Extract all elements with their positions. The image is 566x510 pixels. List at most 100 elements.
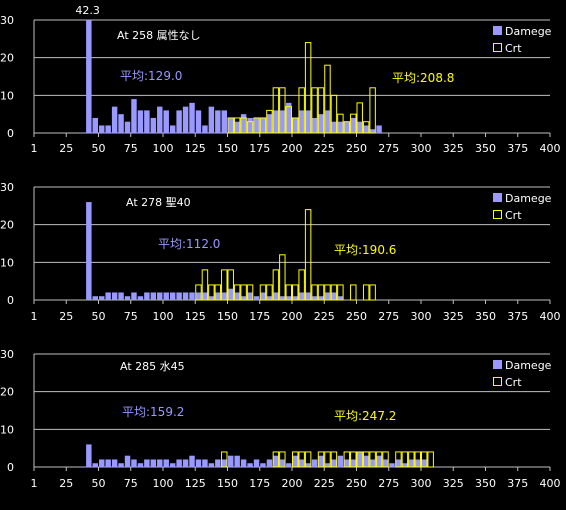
x-tick-label: 350 [475, 477, 496, 490]
crit-bar [427, 451, 434, 468]
damage-bar [221, 292, 227, 300]
crit-bar [221, 451, 228, 468]
damage-bar [331, 459, 337, 467]
x-tick-label: 175 [249, 142, 270, 155]
damage-bar [234, 121, 240, 133]
damage-bar [202, 125, 208, 133]
x-tick-label: 175 [249, 310, 270, 323]
x-tick-label: 225 [314, 310, 335, 323]
x-tick-label: 275 [378, 142, 399, 155]
crit-bar [298, 87, 305, 134]
damage-bar [298, 110, 305, 133]
crit-bar [208, 284, 215, 301]
damage-bar [86, 444, 92, 467]
damage-bar [208, 106, 215, 133]
x-tick-label: 250 [346, 310, 367, 323]
damage-bar [318, 114, 324, 133]
crit-bar [272, 269, 280, 301]
damage-bar [369, 129, 376, 133]
x-tick-label: 225 [314, 477, 335, 490]
damage-bar [305, 110, 311, 133]
crit-bar [324, 64, 331, 134]
x-tick-label: 1 [31, 142, 38, 155]
damage-bar [273, 110, 279, 133]
damage-bar [382, 459, 389, 467]
damage-bar [324, 292, 331, 300]
damage-bar [99, 125, 105, 133]
damage-bar [144, 110, 150, 133]
crit-bar [279, 254, 286, 301]
crit-bar [350, 284, 357, 301]
legend-crit-label: Crt [505, 42, 522, 55]
crit-bar [292, 284, 299, 301]
crit-bar [272, 87, 280, 134]
damage-bar [344, 459, 350, 467]
damage-bar [208, 296, 215, 300]
damage-bar [118, 292, 124, 300]
damage-bar [324, 463, 331, 467]
damage-bar [105, 292, 111, 300]
damage-bar [195, 459, 202, 467]
y-tick-label: 30 [0, 14, 14, 27]
crit-bar [337, 284, 344, 301]
damage-bar [124, 296, 131, 300]
x-tick-label: 25 [59, 477, 73, 490]
crit-bar [350, 451, 357, 468]
damage-bar [99, 296, 105, 300]
damage-bar [182, 292, 189, 300]
damage-bar [273, 292, 279, 300]
crit-bar [304, 42, 312, 134]
crit-bar [266, 109, 273, 134]
crit-bar [356, 451, 363, 468]
crit-bar [337, 113, 344, 134]
x-tick-label: 400 [540, 142, 561, 155]
crit-bar [369, 87, 376, 134]
damage-bar [415, 459, 421, 467]
damage-bar [318, 455, 324, 467]
crit-bar [362, 121, 370, 134]
crit-bar [233, 284, 241, 301]
x-tick-label: 1 [31, 310, 38, 323]
crit-bar [330, 451, 338, 468]
damage-bar [144, 292, 150, 300]
x-tick-label: 50 [92, 142, 106, 155]
damage-bar [150, 292, 157, 300]
damage-bar [86, 202, 92, 300]
crit-bar [317, 284, 325, 301]
damage-bar [305, 463, 311, 467]
x-tick-label: 200 [282, 142, 303, 155]
damage-bar [234, 292, 240, 300]
crit-bar [350, 113, 357, 134]
damage-bar [195, 110, 202, 133]
crit-bar [214, 284, 222, 301]
damage-bar [253, 296, 260, 300]
legend-damage-swatch [493, 360, 502, 369]
damage-bar [215, 459, 221, 467]
damage-bar [111, 459, 118, 467]
damage-bar [266, 296, 273, 300]
chart-title: At 258 属性なし [117, 28, 201, 42]
damage-bar [331, 121, 337, 133]
x-tick-label: 325 [443, 477, 464, 490]
x-tick-label: 25 [59, 142, 73, 155]
damage-bar [266, 114, 273, 133]
damage-bar [163, 292, 169, 300]
damage-bar [260, 117, 266, 133]
legend-crit-swatch [493, 43, 502, 52]
damage-bar [240, 296, 247, 300]
damage-bar [247, 292, 253, 300]
damage-bar [105, 459, 111, 467]
crit-bar [356, 102, 363, 134]
damage-bar [215, 110, 221, 133]
damage-bar [376, 455, 382, 467]
damage-bar [240, 114, 247, 133]
damage-bar [369, 459, 376, 467]
damage-bar [118, 463, 124, 467]
damage-bar [311, 459, 318, 467]
y-tick-label: 10 [0, 89, 14, 102]
damage-bar [157, 106, 163, 133]
crit-bar [266, 284, 273, 301]
damage-bar [208, 463, 215, 467]
